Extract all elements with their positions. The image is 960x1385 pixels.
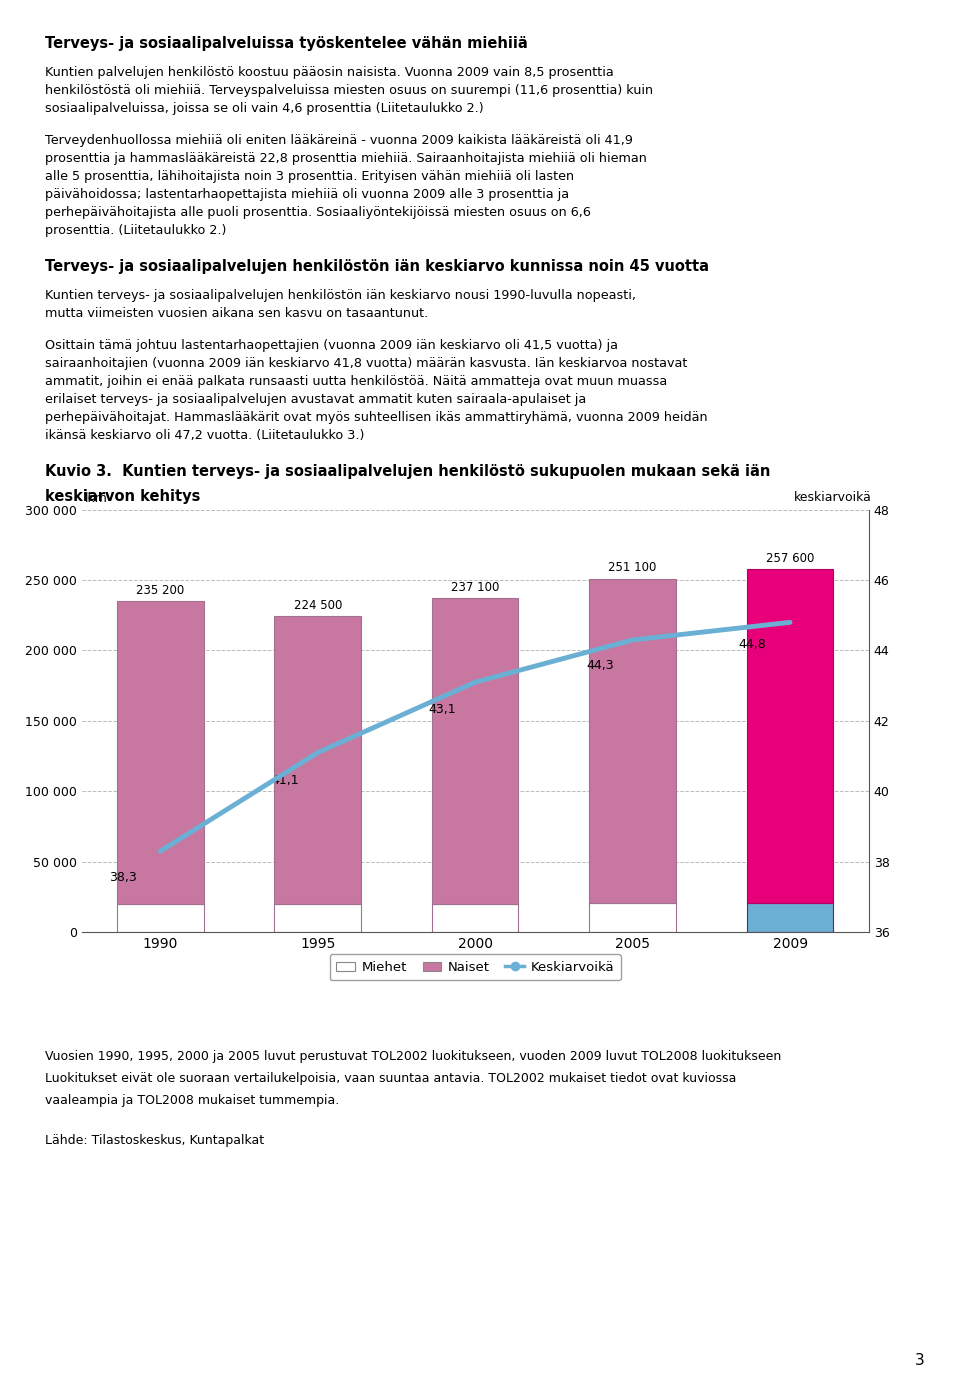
- Text: päivähoidossa; lastentarhaopettajista miehiiä oli vuonna 2009 alle 3 prosenttia : päivähoidossa; lastentarhaopettajista mi…: [45, 188, 569, 201]
- Text: mutta viimeisten vuosien aikana sen kasvu on tasaantunut.: mutta viimeisten vuosien aikana sen kasv…: [45, 307, 428, 320]
- Text: henkilöstöstä oli miehiiä. Terveyspalveluissa miesten osuus on suurempi (11,6 pr: henkilöstöstä oli miehiiä. Terveyspalvel…: [45, 84, 653, 97]
- Text: 43,1: 43,1: [429, 704, 456, 716]
- Text: alle 5 prosenttia, lähihoitajista noin 3 prosenttia. Erityisen vähän miehiiä oli: alle 5 prosenttia, lähihoitajista noin 3…: [45, 170, 574, 183]
- Text: Terveys- ja sosiaalipalveluissa työskentelee vähän miehiiä: Terveys- ja sosiaalipalveluissa työskent…: [45, 36, 528, 51]
- Text: 257 600: 257 600: [766, 553, 814, 565]
- Text: perhepäivähoitajista alle puoli prosenttia. Sosiaaliyöntekijöissä miesten osuus : perhepäivähoitajista alle puoli prosentt…: [45, 206, 591, 219]
- Text: 235 200: 235 200: [136, 583, 184, 597]
- Text: prosenttia ja hammaslääkäreistä 22,8 prosenttia miehiiä. Sairaanhoitajista miehi: prosenttia ja hammaslääkäreistä 22,8 pro…: [45, 152, 647, 165]
- Text: 38,3: 38,3: [108, 871, 136, 884]
- Text: Vuosien 1990, 1995, 2000 ja 2005 luvut perustuvat TOL2002 luokitukseen, vuoden 2: Vuosien 1990, 1995, 2000 ja 2005 luvut p…: [45, 1050, 781, 1062]
- Text: keskiarvoikä: keskiarvoikä: [794, 492, 872, 504]
- Text: 237 100: 237 100: [451, 582, 499, 594]
- Bar: [275, 616, 361, 904]
- Text: prosenttia. (Liitetaulukko 2.): prosenttia. (Liitetaulukko 2.): [45, 224, 227, 237]
- Text: Osittain tämä johtuu lastentarhaopettajien (vuonna 2009 iän keskiarvo oli 41,5 v: Osittain tämä johtuu lastentarhaopettaji…: [45, 339, 618, 352]
- Bar: [117, 601, 204, 904]
- Bar: [589, 579, 676, 903]
- Text: Kuntien terveys- ja sosiaalipalvelujen henkilöstön iän keskiarvo nousi 1990-luvu: Kuntien terveys- ja sosiaalipalvelujen h…: [45, 289, 636, 302]
- Bar: [747, 569, 833, 903]
- Text: vaaleampia ja TOL2008 mukaiset tummempia.: vaaleampia ja TOL2008 mukaiset tummempia…: [45, 1094, 340, 1107]
- Text: 3: 3: [915, 1353, 924, 1368]
- Text: 44,8: 44,8: [738, 638, 766, 651]
- Text: 41,1: 41,1: [272, 774, 299, 787]
- Text: erilaiset terveys- ja sosiaalipalvelujen avustavat ammatit kuten sairaala-apulai: erilaiset terveys- ja sosiaalipalvelujen…: [45, 393, 587, 406]
- Text: 251 100: 251 100: [609, 561, 657, 575]
- Bar: [117, 904, 204, 932]
- Text: Kuvio 3.  Kuntien terveys- ja sosiaalipalvelujen henkilöstö sukupuolen mukaan se: Kuvio 3. Kuntien terveys- ja sosiaalipal…: [45, 464, 771, 479]
- Text: sairaanhoitajien (vuonna 2009 iän keskiarvo 41,8 vuotta) määrän kasvusta. Iän ke: sairaanhoitajien (vuonna 2009 iän keskia…: [45, 357, 687, 370]
- Bar: [432, 904, 518, 932]
- Text: Kuntien palvelujen henkilöstö koostuu pääosin naisista. Vuonna 2009 vain 8,5 pro: Kuntien palvelujen henkilöstö koostuu pä…: [45, 66, 613, 79]
- Bar: [589, 903, 676, 932]
- Text: Terveys- ja sosiaalipalvelujen henkilöstön iän keskiarvo kunnissa noin 45 vuotta: Terveys- ja sosiaalipalvelujen henkilöst…: [45, 259, 709, 274]
- Text: perhepäivähoitajat. Hammaslääkärit ovat myös suhteellisen ikäs ammattiryhämä, vu: perhepäivähoitajat. Hammaslääkärit ovat …: [45, 411, 708, 424]
- Text: Luokitukset eivät ole suoraan vertailukelpoisia, vaan suuntaa antavia. TOL2002 m: Luokitukset eivät ole suoraan vertailuke…: [45, 1072, 736, 1084]
- Text: ammatit, joihin ei enää palkata runsaasti uutta henkilöstöä. Näitä ammatteja ova: ammatit, joihin ei enää palkata runsaast…: [45, 375, 667, 388]
- Text: ikänsä keskiarvo oli 47,2 vuotta. (Liitetaulukko 3.): ikänsä keskiarvo oli 47,2 vuotta. (Liite…: [45, 429, 365, 442]
- Text: sosiaalipalveluissa, joissa se oli vain 4,6 prosenttia (Liitetaulukko 2.): sosiaalipalveluissa, joissa se oli vain …: [45, 102, 484, 115]
- Text: keskiarvon kehitys: keskiarvon kehitys: [45, 489, 201, 504]
- Text: Terveydenhuollossa miehiiä oli eniten lääkäreinä - vuonna 2009 kaikista lääkärei: Terveydenhuollossa miehiiä oli eniten lä…: [45, 134, 633, 147]
- Bar: [432, 598, 518, 904]
- Legend: Miehet, Naiset, Keskiarvoikä: Miehet, Naiset, Keskiarvoikä: [329, 954, 621, 981]
- Text: lkm: lkm: [84, 493, 108, 506]
- Bar: [747, 903, 833, 932]
- Text: 224 500: 224 500: [294, 598, 342, 612]
- Text: Lähde: Tilastoskeskus, Kuntapalkat: Lähde: Tilastoskeskus, Kuntapalkat: [45, 1134, 264, 1147]
- Text: 44,3: 44,3: [587, 659, 613, 672]
- Bar: [275, 904, 361, 932]
